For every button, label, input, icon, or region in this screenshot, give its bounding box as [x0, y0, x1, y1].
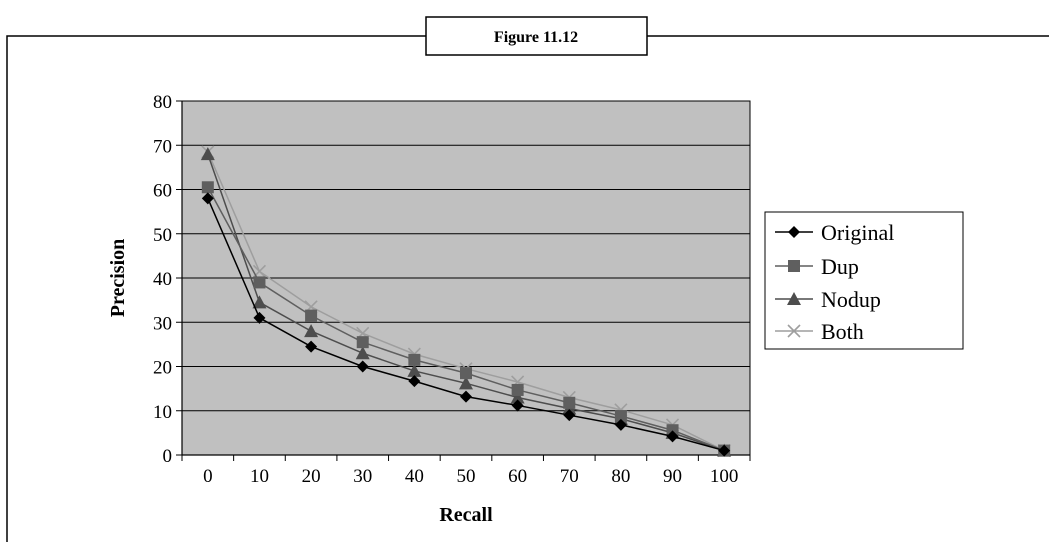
- y-tick-label-30: 30: [153, 313, 172, 334]
- point-original-0: [201, 192, 214, 205]
- legend-marker-original: [788, 226, 800, 238]
- point-original-90: [666, 430, 679, 443]
- y-tick-label-70: 70: [153, 136, 172, 157]
- x-tick-label-30: 30: [353, 466, 372, 487]
- series-layer: [200, 145, 732, 458]
- legend-label-nodup: Nodup: [821, 287, 881, 312]
- legend-label-dup: Dup: [821, 254, 859, 279]
- y-tick-label-60: 60: [153, 181, 172, 202]
- point-dup-50: [460, 367, 472, 380]
- series-original: [201, 192, 731, 457]
- legend: Original Dup Nodup Both: [775, 220, 894, 344]
- legend-marker-both-stroke-b: [787, 324, 801, 338]
- y-tick-label-50: 50: [153, 225, 172, 246]
- y-tick-label-0: 0: [163, 446, 173, 467]
- x-tick-label-40: 40: [405, 466, 424, 487]
- point-dup-90: [666, 424, 679, 437]
- x-tick-label-10: 10: [250, 466, 269, 487]
- x-tick-label-50: 50: [457, 466, 476, 487]
- y-axis-title: Precision: [107, 239, 129, 318]
- point-original-10: [253, 311, 266, 324]
- legend-item-both: Both: [775, 319, 864, 344]
- point-nodup-0: [200, 147, 215, 161]
- legend-marker-nodup: [787, 292, 801, 305]
- point-dup-0: [201, 181, 214, 194]
- point-original-50: [460, 390, 472, 403]
- point-dup-80: [614, 410, 627, 423]
- y-tick-label-20: 20: [153, 358, 172, 379]
- point-nodup-20: [304, 324, 319, 338]
- figure-frame: [6, 35, 1049, 542]
- legend-item-nodup: Nodup: [775, 287, 881, 312]
- point-original-40: [408, 375, 421, 388]
- x-tick-label-70: 70: [560, 466, 579, 487]
- point-nodup-50: [459, 376, 473, 390]
- point-dup-40: [408, 353, 421, 366]
- x-axis-title: Recall: [439, 504, 493, 526]
- point-nodup-10: [252, 295, 267, 309]
- figure-caption: Figure 11.12: [494, 29, 578, 46]
- point-dup-20: [305, 309, 318, 322]
- y-tick-label-80: 80: [153, 92, 172, 113]
- point-original-100: [718, 444, 731, 457]
- legend-marker-dup: [788, 260, 800, 272]
- point-nodup-60: [510, 390, 525, 404]
- point-dup-10: [253, 276, 266, 289]
- x-tick-labels: 0 10 20 30 40 50 60 70 80 90 100: [181, 455, 751, 487]
- point-dup-70: [563, 396, 576, 409]
- point-original-20: [305, 340, 318, 353]
- grid-lines: [182, 100, 750, 412]
- x-tick-label-20: 20: [302, 466, 321, 487]
- legend-marker-both: [787, 324, 801, 338]
- legend-label-both: Both: [821, 319, 864, 344]
- figure-caption-box: [425, 16, 648, 56]
- point-dup-60: [511, 383, 524, 396]
- x-tick-label-90: 90: [663, 466, 682, 487]
- x-tick-label-80: 80: [611, 466, 630, 487]
- x-tick-label-0: 0: [203, 466, 213, 487]
- x-tick-label-60: 60: [508, 466, 527, 487]
- legend-label-original: Original: [821, 220, 894, 245]
- point-original-80: [614, 418, 627, 431]
- legend-item-dup: Dup: [775, 254, 859, 279]
- point-nodup-40: [407, 363, 422, 377]
- y-tick-label-10: 10: [153, 402, 172, 423]
- x-tick-label-100: 100: [710, 466, 739, 487]
- point-original-60: [511, 399, 524, 412]
- y-tick-label-40: 40: [153, 269, 172, 290]
- y-tick-labels: 0 10 20 30 40 50 60 70 80: [153, 92, 182, 467]
- point-original-70: [563, 409, 576, 422]
- point-dup-30: [356, 336, 369, 349]
- point-nodup-30: [355, 346, 370, 360]
- point-original-30: [356, 360, 369, 373]
- legend-item-original: Original: [775, 220, 894, 245]
